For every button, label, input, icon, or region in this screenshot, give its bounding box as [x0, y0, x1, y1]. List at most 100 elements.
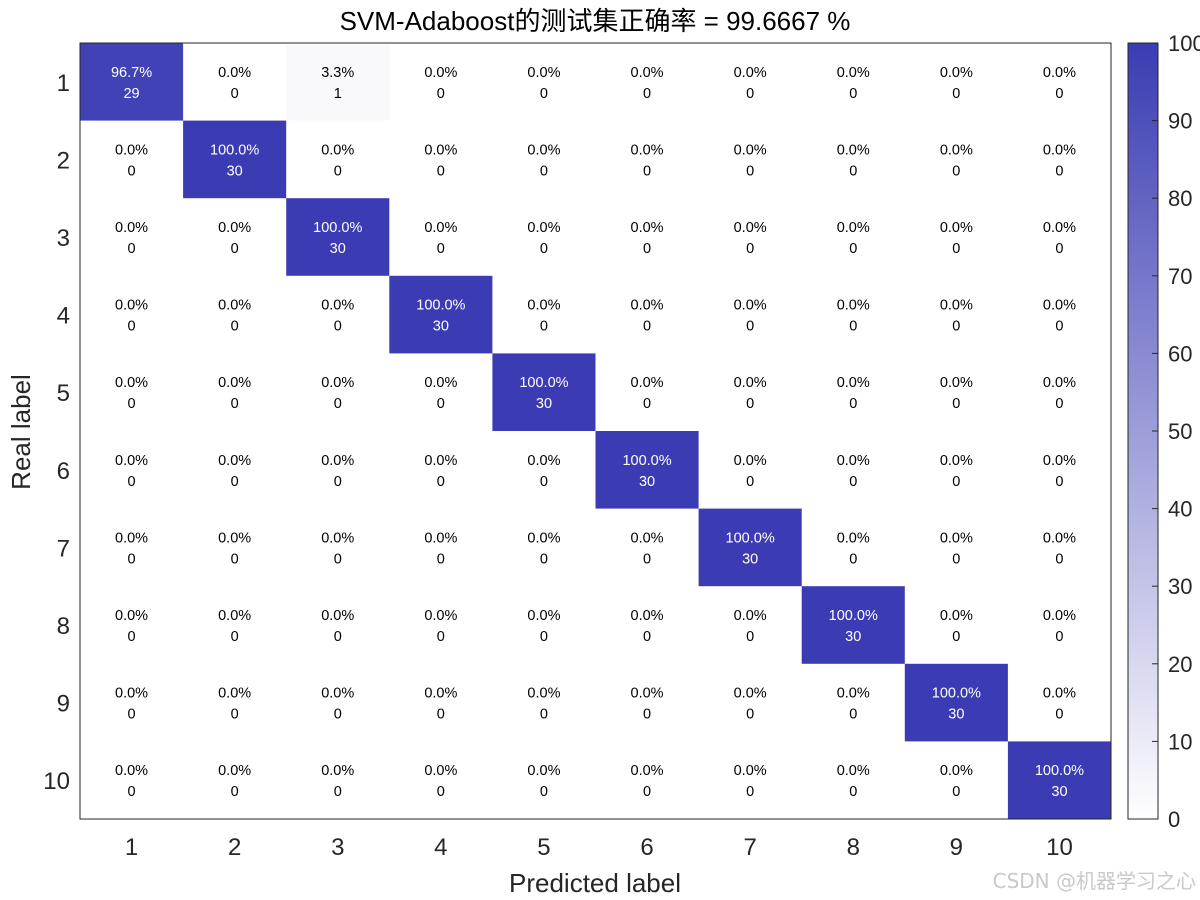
cell-percent-label: 100.0%	[829, 608, 878, 624]
cell-percent-label: 0.0%	[321, 686, 354, 702]
cell-count-label: 0	[437, 551, 445, 567]
cell-count-label: 0	[849, 396, 857, 412]
cell-percent-label: 0.0%	[1043, 530, 1076, 546]
cell-count-label: 0	[231, 241, 239, 257]
matrix-cell-2-7	[698, 120, 803, 199]
matrix-cell-9-10	[1007, 663, 1112, 742]
cell-percent-label: 0.0%	[527, 608, 560, 624]
cell-count-label: 0	[643, 396, 651, 412]
cell-percent-label: 0.0%	[527, 763, 560, 779]
cell-count-label: 0	[128, 474, 136, 490]
matrix-cell-8-7	[698, 586, 803, 665]
cell-percent-label: 0.0%	[218, 375, 251, 391]
cell-count-label: 0	[437, 163, 445, 179]
matrix-cell-6-5	[492, 431, 596, 510]
cell-count-label: 0	[746, 474, 754, 490]
colorbar-tick-label: 60	[1168, 341, 1192, 366]
matrix-cell-5-1	[80, 353, 184, 432]
cell-percent-label: 100.0%	[932, 686, 981, 702]
cell-count-label: 0	[746, 396, 754, 412]
matrix-cell-2-1	[80, 120, 184, 199]
cell-count-label: 0	[334, 474, 342, 490]
y-tick-label: 3	[57, 225, 70, 252]
x-tick-label: 7	[743, 834, 756, 861]
cell-count-label: 0	[952, 629, 960, 645]
cell-count-label: 0	[437, 707, 445, 723]
matrix-cell-10-4	[389, 741, 493, 820]
y-tick-label: 9	[57, 691, 70, 718]
x-tick-label: 4	[434, 834, 447, 861]
cell-percent-label: 0.0%	[1043, 608, 1076, 624]
cell-percent-label: 0.0%	[631, 763, 664, 779]
matrix-cell-4-8	[801, 275, 906, 354]
x-axis-label: Predicted label	[509, 868, 681, 898]
cell-count-label: 0	[1055, 319, 1063, 335]
matrix-cell-1-8	[801, 43, 906, 122]
matrix-cell-1-10	[1007, 43, 1112, 122]
matrix-cell-10-9	[904, 741, 1009, 820]
cell-percent-label: 0.0%	[837, 763, 870, 779]
cell-count-label: 0	[128, 784, 136, 800]
matrix-cell-10-7	[698, 741, 803, 820]
cell-count-label: 0	[231, 474, 239, 490]
cell-count-label: 0	[540, 784, 548, 800]
matrix-cell-4-3	[286, 275, 390, 354]
cell-count-label: 0	[334, 396, 342, 412]
cell-percent-label: 0.0%	[1043, 375, 1076, 391]
cell-count-label: 0	[952, 474, 960, 490]
cell-percent-label: 0.0%	[631, 220, 664, 236]
cell-percent-label: 0.0%	[837, 375, 870, 391]
cell-count-label: 0	[643, 551, 651, 567]
cell-count-label: 0	[128, 396, 136, 412]
matrix-cell-7-10	[1007, 508, 1112, 587]
cell-count-label: 0	[746, 784, 754, 800]
cell-count-label: 0	[437, 784, 445, 800]
cell-count-label: 0	[746, 163, 754, 179]
matrix-cell-2-3	[286, 120, 390, 199]
matrix-cell-8-9	[904, 586, 1009, 665]
colorbar-tick-label: 0	[1168, 807, 1180, 832]
cell-count-label: 0	[849, 163, 857, 179]
y-axis-label: Real label	[6, 374, 36, 490]
matrix-cell-8-3	[286, 586, 390, 665]
cell-percent-label: 0.0%	[321, 298, 354, 314]
x-tick-label: 6	[640, 834, 653, 861]
matrix-cell-9-5	[492, 663, 596, 742]
cell-count-label: 0	[643, 784, 651, 800]
cell-count-label: 0	[540, 707, 548, 723]
cell-count-label: 0	[952, 319, 960, 335]
matrix-cell-3-8	[801, 198, 906, 277]
cell-percent-label: 0.0%	[631, 608, 664, 624]
y-tick-label: 5	[57, 380, 70, 407]
cell-count-label: 0	[1055, 163, 1063, 179]
y-tick-label: 4	[57, 303, 70, 330]
cell-count-label: 0	[849, 707, 857, 723]
cell-count-label: 0	[952, 551, 960, 567]
cell-percent-label: 0.0%	[424, 763, 457, 779]
cell-percent-label: 0.0%	[940, 375, 973, 391]
cell-percent-label: 100.0%	[622, 453, 671, 469]
cell-count-label: 0	[540, 474, 548, 490]
matrix-cell-7-8	[801, 508, 906, 587]
matrix-cell-4-10	[1007, 275, 1112, 354]
matrix-cell-2-6	[595, 120, 700, 199]
matrix-cell-1-6	[595, 43, 700, 122]
cell-count-label: 0	[231, 629, 239, 645]
matrix-cell-8-10	[1007, 586, 1112, 665]
cell-percent-label: 0.0%	[527, 65, 560, 81]
matrix-cell-5-4	[389, 353, 493, 432]
matrix-cell-1-5	[492, 43, 596, 122]
cell-count-label: 0	[540, 551, 548, 567]
cell-count-label: 0	[128, 551, 136, 567]
cell-count-label: 0	[952, 784, 960, 800]
cell-count-label: 0	[334, 163, 342, 179]
matrix-cell-8-1	[80, 586, 184, 665]
matrix-cell-8-5	[492, 586, 596, 665]
cell-percent-label: 0.0%	[218, 453, 251, 469]
matrix-cell-1-2	[183, 43, 287, 122]
matrix-cell-3-2	[183, 198, 287, 277]
x-tick-label: 9	[950, 834, 963, 861]
cell-percent-label: 0.0%	[424, 220, 457, 236]
cell-percent-label: 0.0%	[837, 530, 870, 546]
cell-percent-label: 0.0%	[837, 220, 870, 236]
